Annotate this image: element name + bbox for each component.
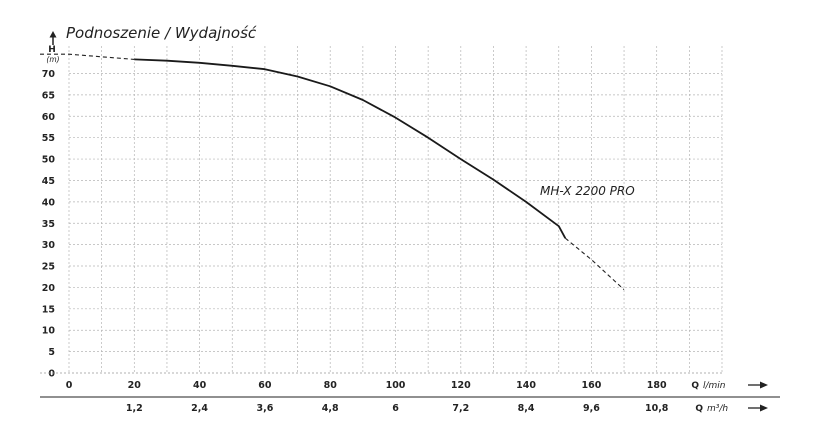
y-tick-label: 60 [42,112,56,123]
y-tick-label: 55 [42,133,55,144]
x2-tick-label: 10,8 [645,403,669,414]
y-tick-label: 30 [42,240,56,251]
x2-axis-label: Q [695,404,703,414]
x2-tick-label: 7,2 [452,403,469,414]
y-tick-label: 15 [42,304,55,315]
y-tick-label: 35 [42,219,55,230]
y-axis-unit: (m) [46,55,59,64]
x-axis-arrow-icon [760,381,768,389]
x2-tick-label: 8,4 [518,403,535,414]
grid [68,46,723,373]
series-label: MH-X 2200 PRO [540,184,635,198]
x2-axis-unit: m³/h [707,404,728,414]
x2-tick-label: 4,8 [322,403,339,414]
x2-tick-label: 3,6 [256,403,273,414]
x-axis-unit: l/min [703,381,726,391]
y-tick-label: 65 [42,90,55,101]
x-tick-label: 180 [647,380,667,391]
x-tick-label: 40 [193,380,207,391]
x2-tick-label: 6 [392,403,399,414]
y-tick-label: 25 [42,262,55,273]
x-tick-label: 160 [581,380,601,391]
x-ticks: 0 20 40 60 80 100 120 140 160 180 [66,380,667,391]
x-tick-label: 120 [451,380,471,391]
x2-tick-label: 2,4 [191,403,208,414]
x-tick-label: 0 [66,380,73,391]
x-tick-label: 20 [128,380,142,391]
y-tick-label: 45 [42,176,55,187]
x2-tick-label: 1,2 [126,403,143,414]
x-tick-label: 60 [258,380,272,391]
x2-ticks: 1,2 2,4 3,6 4,8 6 7,2 8,4 9,6 10,8 [126,403,669,414]
curve-solid [134,58,567,239]
x-axis-label: Q [691,381,699,391]
y-tick-label: 0 [48,369,55,380]
y-tick-label: 50 [42,155,56,166]
y-tick-label: 5 [48,347,55,358]
y-tick-label: 70 [42,69,56,80]
curve-dashed-end [564,237,625,291]
curve-dashed-start [40,53,135,60]
title-arrow-icon [49,31,57,38]
x-tick-label: 80 [324,380,338,391]
x2-axis-arrow-icon [760,404,768,412]
y-tick-label: 20 [42,283,56,294]
y-ticks: 0 5 10 15 20 25 30 35 40 45 50 55 60 65 70 [42,69,56,380]
series-curve [40,53,625,291]
y-tick-label: 10 [42,326,56,337]
y-tick-label: 40 [42,197,56,208]
y-axis-label: H [48,45,56,55]
chart-title: Podnoszenie / Wydajność [66,24,257,42]
x-tick-label: 100 [386,380,406,391]
x2-tick-label: 9,6 [583,403,600,414]
x-tick-label: 140 [516,380,536,391]
